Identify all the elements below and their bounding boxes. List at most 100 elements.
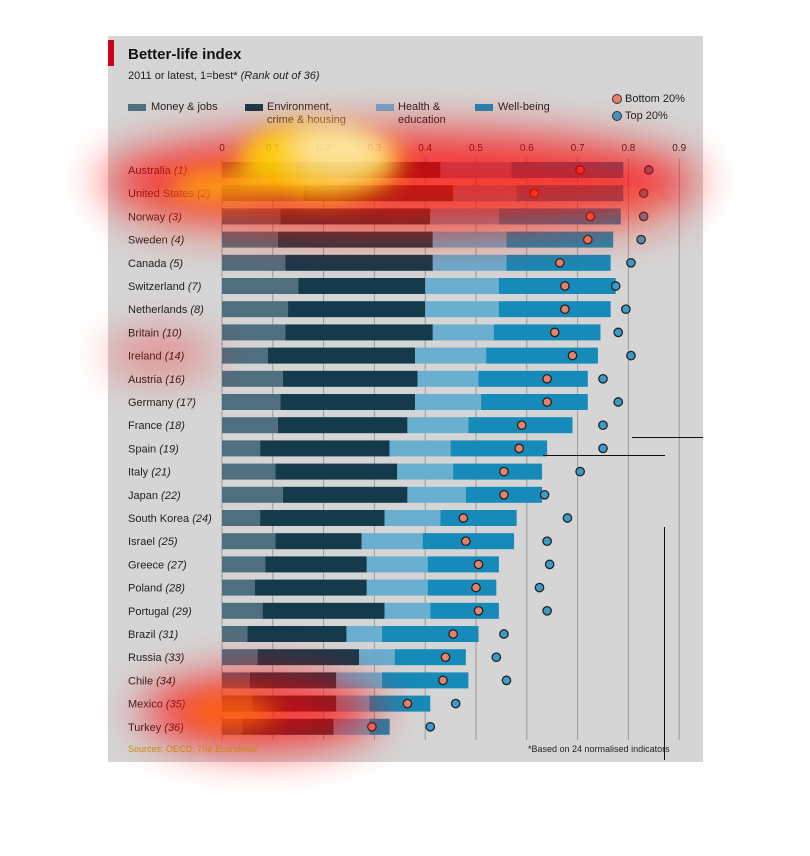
bar-money xyxy=(222,649,258,666)
bar-env xyxy=(267,347,416,364)
bottom-20-dot xyxy=(529,188,540,199)
country-name: Ireland xyxy=(128,351,162,363)
bar-wellbeing xyxy=(498,208,621,225)
bottom-20-dot xyxy=(473,605,484,616)
bottom-20-dot xyxy=(514,443,525,454)
country-name: Poland xyxy=(128,583,162,595)
top-20-dot xyxy=(610,281,621,291)
country-rank: (5) xyxy=(167,258,184,270)
country-label: Britain (10) xyxy=(128,327,182,339)
bar-health xyxy=(432,231,507,248)
top-20-dot xyxy=(562,513,573,523)
bar-money xyxy=(222,626,248,642)
bar-money xyxy=(222,556,266,573)
bottom-20-dot xyxy=(460,536,471,547)
subtitle-text: 2011 or latest, 1=best* xyxy=(128,70,238,82)
country-label: Italy (21) xyxy=(128,467,171,479)
bar-health xyxy=(361,533,423,550)
legend-health-line2: education xyxy=(398,114,446,126)
bottom-20-dot xyxy=(567,350,578,361)
bar-health xyxy=(407,417,469,434)
country-name: Sweden xyxy=(128,235,168,247)
country-name: Portugal xyxy=(128,606,169,618)
country-label: Austria (16) xyxy=(128,374,185,386)
footer-note: *Based on 24 normalised indicators xyxy=(528,744,670,754)
legend-top-dot-icon xyxy=(612,111,622,121)
legend-swatch-health xyxy=(376,104,394,111)
bar-money xyxy=(222,162,296,178)
country-label: Poland (28) xyxy=(128,583,185,595)
bottom-20-dot xyxy=(367,721,377,732)
bar-wellbeing xyxy=(382,672,469,689)
country-rank: (22) xyxy=(158,490,181,502)
bar-wellbeing xyxy=(453,463,543,480)
legend-label-wellbeing: Well-being xyxy=(498,101,550,113)
bar-money xyxy=(222,417,278,434)
country-label: Canada (5) xyxy=(128,258,183,270)
bar-money xyxy=(222,602,263,619)
bottom-20-dot xyxy=(560,281,570,291)
bar-health xyxy=(384,510,441,526)
bar-env xyxy=(247,626,347,642)
country-name: Norway xyxy=(128,211,166,223)
sources-publication: The Economist xyxy=(197,744,258,754)
bar-wellbeing xyxy=(506,231,614,248)
bar-health xyxy=(366,556,428,573)
top-20-dot xyxy=(621,304,631,315)
bottom-20-dot xyxy=(554,257,565,268)
bottom-20-dot xyxy=(585,211,596,222)
bar-money xyxy=(222,440,261,457)
bar-health xyxy=(417,370,479,387)
bar-env xyxy=(262,602,385,619)
bar-money xyxy=(222,208,281,225)
top-20-dot xyxy=(638,211,649,222)
country-name: Turkey xyxy=(128,722,162,734)
top-20-dot xyxy=(450,698,461,709)
legend-swatch-money xyxy=(128,104,146,111)
bar-env xyxy=(285,254,433,271)
top-20-dot xyxy=(491,652,502,663)
country-name: Australia xyxy=(128,165,172,177)
top-20-dot xyxy=(638,188,649,199)
country-name: Switzerland xyxy=(128,281,185,293)
legend-env-line1: Environment, xyxy=(267,101,332,113)
x-tick-label: 0.7 xyxy=(571,143,585,154)
x-tick-label: 0.3 xyxy=(367,143,381,154)
x-tick-label: 0.2 xyxy=(317,143,331,154)
country-rank: (28) xyxy=(162,583,185,595)
bar-wellbeing xyxy=(486,347,598,364)
country-rank: (35) xyxy=(163,699,186,711)
bar-health xyxy=(453,185,517,202)
top-20-dot xyxy=(598,373,608,384)
country-rank: (24) xyxy=(189,513,212,525)
legend-label-bottom: Bottom 20% xyxy=(625,93,685,105)
legend-label-top: Top 20% xyxy=(625,110,668,122)
country-rank: (1) xyxy=(171,165,188,177)
sources-label: Sources: OECD; xyxy=(128,744,195,754)
top-20-dot xyxy=(501,675,512,686)
bar-env xyxy=(298,278,426,294)
bar-env xyxy=(257,649,360,666)
bar-wellbeing xyxy=(369,695,431,712)
country-label: France (18) xyxy=(128,420,185,432)
bar-wellbeing xyxy=(511,162,624,178)
country-rank: (16) xyxy=(162,374,185,386)
subtitle-note: (Rank out of 36) xyxy=(240,70,320,82)
bottom-20-dot xyxy=(438,675,448,686)
country-label: Israel (25) xyxy=(128,536,178,548)
country-rank: (36) xyxy=(161,722,184,734)
country-name: Canada xyxy=(128,258,167,270)
annotation-line-2 xyxy=(543,455,665,456)
bar-env xyxy=(295,162,441,178)
bar-health xyxy=(415,347,487,364)
country-label: South Korea (24) xyxy=(128,513,212,525)
bar-money xyxy=(222,672,250,689)
country-rank: (17) xyxy=(173,397,196,409)
bottom-20-dot xyxy=(471,582,481,593)
country-rank: (2) xyxy=(194,188,211,200)
country-label: Netherlands (8) xyxy=(128,304,204,316)
country-name: Austria xyxy=(128,374,163,386)
bar-money xyxy=(222,301,289,318)
bar-health xyxy=(425,278,499,294)
country-rank: (21) xyxy=(148,467,171,479)
